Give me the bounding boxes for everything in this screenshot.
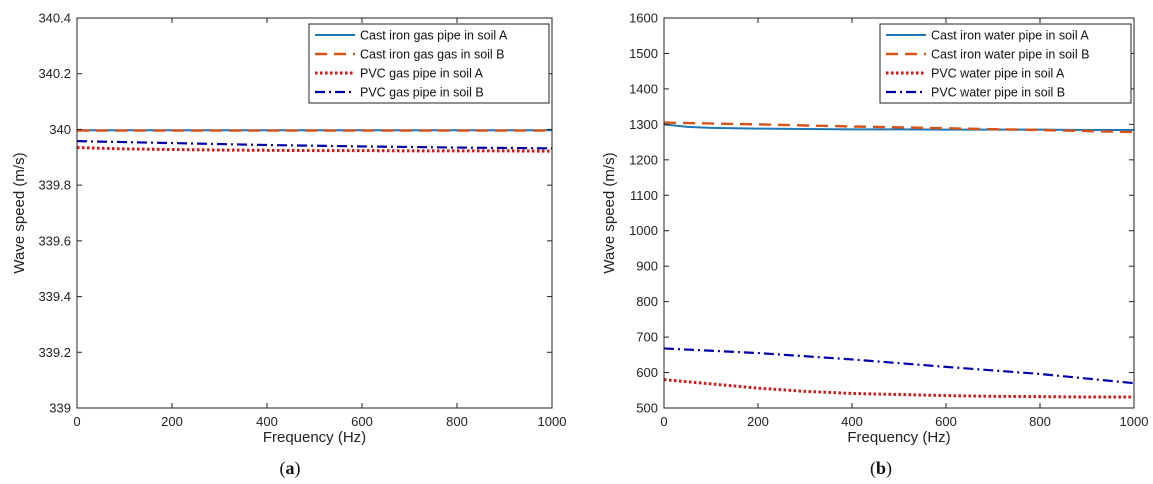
panel-label: (b) (870, 458, 892, 479)
y-tick-label: 1000 (629, 223, 658, 238)
legend-label: PVC gas pipe in soil B (360, 86, 484, 100)
series-line-4 (77, 140, 552, 150)
series-group (664, 121, 1134, 399)
series-group (77, 129, 552, 153)
legend-label: Cast iron water pipe in soil A (931, 29, 1089, 43)
plot-frame (76, 17, 553, 409)
x-tick-label: 800 (1029, 414, 1051, 429)
x-tick-label: 600 (935, 414, 957, 429)
y-tick-label: 1500 (629, 46, 658, 61)
x-tick-label: 0 (660, 414, 667, 429)
y-tick-label: 1400 (629, 81, 658, 96)
panel-label-open: ( (870, 458, 876, 479)
chart-panel-a: 0 200 400 600 800 1000 339 339.2 339.4 339.6 339.8… (11, 11, 566, 480)
legend: Cast iron gas pipe in soil A Cast iron ga… (308, 23, 550, 104)
panel-label-letter: b (876, 458, 886, 478)
y-tick-label: 800 (636, 294, 658, 309)
y-tick-label: 339.8 (38, 178, 71, 193)
legend-label: PVC gas pipe in soil A (360, 67, 484, 81)
legend-box (879, 23, 1132, 104)
panel-label-open: ( (280, 458, 286, 479)
y-tick-label: 339.2 (38, 345, 71, 360)
y-tick-label: 600 (636, 365, 658, 380)
x-tick-label: 800 (446, 414, 468, 429)
x-axis-label: Frequency (Hz) (263, 429, 366, 446)
y-tick-label: 1600 (629, 11, 658, 26)
plot-frame (663, 17, 1135, 409)
y-tick-label: 1200 (629, 152, 658, 167)
y-axis-label: Wave speed (m/s) (11, 152, 28, 273)
legend-label: Cast iron water pipe in soil B (931, 48, 1089, 62)
legend-label: Cast iron gas pipe in soil A (360, 29, 508, 43)
series-line-3 (77, 146, 552, 153)
legend-label: Cast iron gas gas in soil B (360, 48, 505, 62)
x-tick-label: 200 (161, 414, 183, 429)
x-tick-label: 0 (73, 414, 80, 429)
y-tick-label: 500 (636, 401, 658, 416)
panel-label-letter: a (286, 458, 295, 478)
series-line-4 (664, 347, 1134, 385)
y-tick-label: 340 (49, 122, 71, 137)
y-tick-label: 339.4 (38, 289, 71, 304)
series-line-2 (664, 121, 1134, 134)
y-tick-label: 900 (636, 259, 658, 274)
legend-box (308, 23, 550, 104)
legend-label: PVC water pipe in soil B (931, 86, 1065, 100)
y-tick-label: 1300 (629, 117, 658, 132)
panel-label-close: ) (295, 458, 301, 479)
y-tick-label: 339 (49, 401, 71, 416)
x-tick-label: 1000 (538, 414, 567, 429)
x-tick-label: 1000 (1120, 414, 1149, 429)
y-axis-label: Wave speed (m/s) (601, 152, 618, 273)
legend: Cast iron water pipe in soil A Cast iron … (879, 23, 1132, 104)
x-tick-label: 400 (841, 414, 863, 429)
legend-label: PVC water pipe in soil A (931, 67, 1065, 81)
chart-panel-b: 0 200 400 600 800 1000 500 600 700 800 900 1000 1100… (601, 11, 1148, 480)
x-tick-label: 200 (747, 414, 769, 429)
y-tick-label: 339.6 (38, 233, 71, 248)
y-tick-label: 700 (636, 330, 658, 345)
x-axis-label: Frequency (Hz) (847, 429, 950, 446)
y-tick-label: 340.4 (38, 11, 71, 26)
panel-label: (a) (280, 458, 301, 479)
series-line-3 (664, 378, 1134, 399)
x-tick-label: 400 (256, 414, 278, 429)
y-tick-label: 1100 (630, 188, 658, 203)
x-tick-label: 600 (351, 414, 373, 429)
panel-label-close: ) (886, 458, 892, 479)
y-tick-label: 340.2 (38, 66, 71, 81)
